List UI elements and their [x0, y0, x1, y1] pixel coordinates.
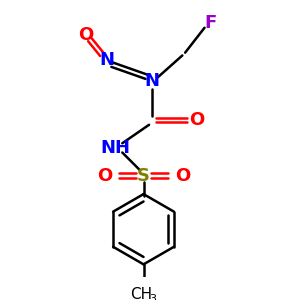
- Text: N: N: [99, 51, 114, 69]
- Text: 3: 3: [149, 293, 156, 300]
- Text: O: O: [78, 26, 93, 44]
- Text: N: N: [144, 72, 159, 90]
- Text: CH: CH: [130, 287, 153, 300]
- Text: NH: NH: [100, 139, 130, 157]
- Text: F: F: [204, 14, 216, 32]
- Text: O: O: [97, 167, 112, 184]
- Text: S: S: [137, 167, 150, 184]
- Text: O: O: [175, 167, 190, 184]
- Text: O: O: [190, 111, 205, 129]
